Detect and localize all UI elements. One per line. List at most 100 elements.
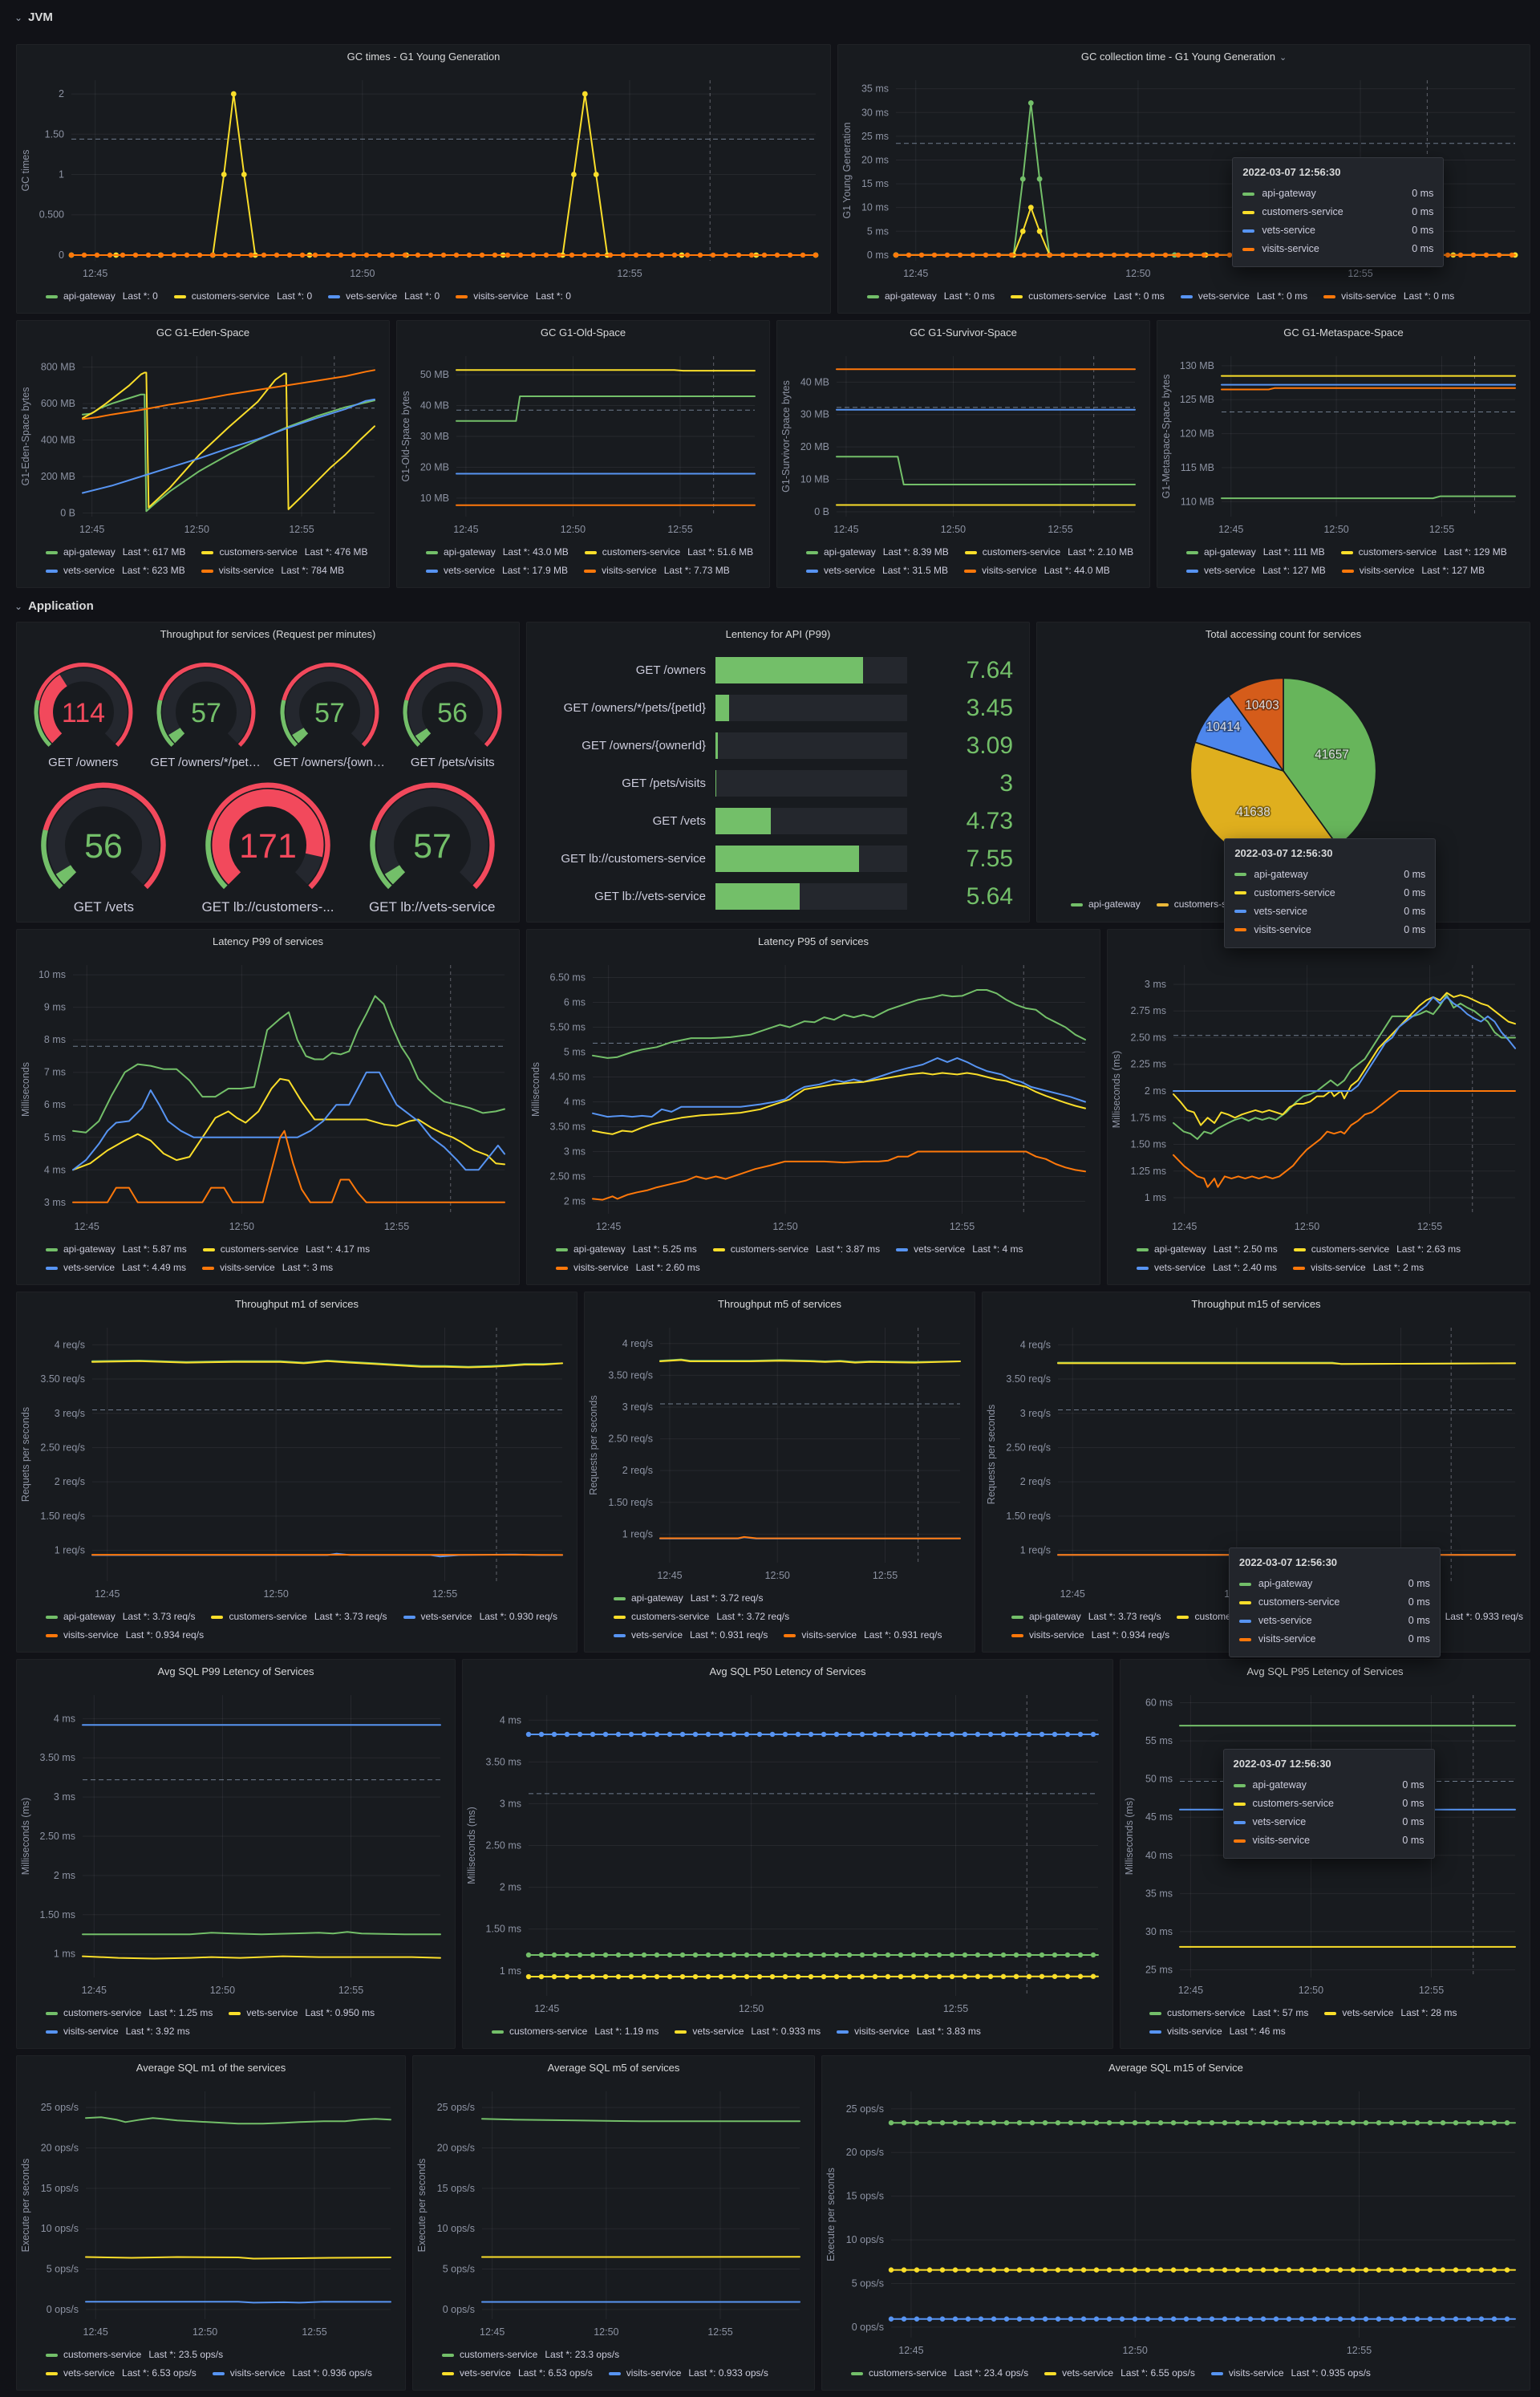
legend-item[interactable]: visits-service Last *: 3 ms [202, 1259, 333, 1277]
legend-item[interactable]: vets-service Last *: 2.40 ms [1137, 1259, 1277, 1277]
legend-item[interactable]: customers-service Last *: 51.6 MB [584, 543, 753, 562]
pie-slice[interactable] [1283, 677, 1377, 847]
legend-item[interactable]: visits-service Last *: 0.936 ops/s [212, 2364, 372, 2383]
legend-item[interactable]: vets-service Last *: 0.933 ms [675, 2022, 821, 2041]
row-header-jvm[interactable]: ⌄ JVM [14, 10, 53, 24]
pie-slice[interactable] [1227, 677, 1284, 773]
panel-title[interactable]: GC G1-Metaspace-Space [1283, 326, 1404, 339]
legend-item[interactable]: visits-service Last *: 2 ms [1293, 1259, 1424, 1277]
legend-item[interactable]: visits-service Last *: 127 MB [1341, 562, 1485, 580]
legend-item[interactable]: visits-service Last *: 0.933 ops/s [608, 2364, 768, 2383]
panel-title[interactable]: Throughput m5 of services [718, 1298, 841, 1310]
panel-title[interactable]: Throughput m1 of services [235, 1298, 359, 1310]
legend-item[interactable]: vets-service Last *: 6.53 ops/s [442, 2364, 593, 2383]
legend-item[interactable]: vets-service Last *: 0.950 ms [229, 2004, 375, 2022]
legend-item[interactable]: customers-service Last *: 0 [173, 287, 312, 306]
legend-item[interactable]: api-gateway Last *: 2.50 ms [1137, 1240, 1278, 1259]
legend-item[interactable]: visits-service Last *: 0.934 req/s [1011, 1626, 1169, 1645]
svg-text:12:50: 12:50 [1123, 2345, 1148, 2356]
legend-item[interactable]: customers-service Last *: 476 MB [201, 543, 368, 562]
row-header-application[interactable]: ⌄ Application [14, 599, 94, 613]
pie-slice[interactable] [1194, 695, 1286, 773]
legend-item[interactable]: api-gateway [1071, 895, 1141, 914]
legend-item[interactable]: api-gateway Last *: 5.25 ms [556, 1240, 697, 1259]
legend-item[interactable]: vets-service Last *: 6.55 ops/s [1044, 2364, 1195, 2383]
legend-item[interactable]: vets-service Last *: 0.930 req/s [403, 1608, 557, 1626]
legend-item[interactable]: customers-service Last *: 0 ms [1011, 287, 1165, 306]
panel-title[interactable]: Avg SQL P99 Letency of Services [157, 1665, 314, 1677]
legend-item[interactable]: vets-service Last *: 4.49 ms [46, 1259, 186, 1277]
legend-item[interactable]: visits-service Last *: 0.934 req/s [46, 1626, 204, 1645]
legend-item[interactable]: customers-service Last *: 4.17 ms [202, 1240, 370, 1259]
legend-item[interactable]: api-gateway Last *: 3.73 req/s [46, 1608, 195, 1626]
legend-item[interactable]: customers-service Last *: 129 MB [1340, 543, 1507, 562]
panel-title[interactable]: Average SQL m1 of the services [136, 2062, 286, 2074]
legend-item[interactable]: customers-service Last *: 23.5 ops/s [46, 2346, 223, 2364]
legend-item[interactable]: api-gateway Last *: 617 MB [46, 543, 185, 562]
legend-item[interactable]: customers-service Last *: 1.19 ms [492, 2022, 659, 2041]
panel-title[interactable]: Total accessing count for services [1205, 628, 1362, 640]
legend-item[interactable]: vets-service Last *: 127 MB [1186, 562, 1326, 580]
legend-item[interactable]: api-gateway Last *: 5.87 ms [46, 1240, 187, 1259]
legend-item[interactable]: visits-service Last *: 44.0 MB [964, 562, 1110, 580]
panel-title[interactable]: GC G1-Old-Space [540, 326, 626, 339]
legend-item[interactable]: vets-service Last *: 17.9 MB [426, 562, 568, 580]
panel-title[interactable]: Average SQL m5 of services [547, 2062, 680, 2074]
panel-menu-chevron-icon[interactable]: ⌄ [1279, 53, 1287, 63]
legend-item[interactable]: api-gateway Last *: 0 ms [867, 287, 995, 306]
legend-item[interactable]: visits-service Last *: 2.60 ms [556, 1259, 700, 1277]
svg-text:3.50 req/s: 3.50 req/s [40, 1373, 85, 1385]
legend-item[interactable]: api-gateway Last *: 3.73 req/s [1011, 1608, 1161, 1626]
legend-item[interactable]: api-gateway Last *: 111 MB [1186, 543, 1325, 562]
series-color-dash-icon [851, 2371, 863, 2375]
panel-title[interactable]: Average SQL m15 of Service [1108, 2062, 1243, 2074]
legend-item[interactable]: vets-service Last *: 31.5 MB [806, 562, 948, 580]
legend-item[interactable]: visits-service Last *: 0.935 ops/s [1210, 2364, 1371, 2383]
legend-item[interactable]: visits-service Last *: 46 ms [1149, 2022, 1286, 2041]
panel-title[interactable]: Latency P95 of services [757, 935, 869, 947]
legend-item[interactable]: api-gateway Last *: 43.0 MB [426, 543, 569, 562]
panel-title[interactable]: Throughput for services (Request per min… [160, 628, 376, 640]
panel-title[interactable]: GC G1-Survivor-Space [910, 326, 1017, 339]
gauge-arc: 57 [280, 663, 379, 748]
panel-title[interactable]: Latency P99 of services [212, 935, 324, 947]
legend-item[interactable]: vets-service Last *: 0.931 req/s [614, 1626, 768, 1645]
legend-item[interactable]: visits-service Last *: 0 ms [1323, 287, 1454, 306]
panel-title[interactable]: GC times - G1 Young Generation [346, 51, 500, 63]
legend-item[interactable]: customers-service Last *: 2.63 ms [1293, 1240, 1461, 1259]
legend-item[interactable]: customers-service Last *: 2.10 MB [964, 543, 1133, 562]
legend-item[interactable]: visits-service Last *: 7.73 MB [584, 562, 730, 580]
legend-item[interactable]: visits-service Last *: 0 [456, 287, 571, 306]
panel-title[interactable]: Lentency for API (P99) [725, 628, 831, 640]
panel-title[interactable]: GC collection time - G1 Young Generation… [1080, 51, 1287, 63]
legend-item[interactable]: api-gateway Last *: 3.72 req/s [614, 1589, 763, 1608]
series-color-dash-icon [46, 1633, 58, 1637]
svg-text:400 MB: 400 MB [41, 435, 75, 446]
legend-item[interactable]: visits-service Last *: 3.83 ms [837, 2022, 981, 2041]
svg-text:12:55: 12:55 [617, 268, 642, 279]
panel-title[interactable]: GC G1-Eden-Space [156, 326, 250, 339]
legend-item[interactable]: vets-service Last *: 28 ms [1324, 2004, 1457, 2022]
legend-item[interactable]: customers-service Last *: 23.3 ops/s [442, 2346, 619, 2364]
legend-item[interactable]: vets-service Last *: 623 MB [46, 562, 185, 580]
panel-title[interactable]: Avg SQL P95 Letency of Services [1246, 1665, 1404, 1677]
panel-title[interactable]: Throughput m15 of services [1191, 1298, 1321, 1310]
legend-item[interactable]: customers-service Last *: 1.25 ms [46, 2004, 213, 2022]
legend-item[interactable]: customers-service Last *: 3.72 req/s [614, 1608, 789, 1626]
legend-item[interactable]: vets-service Last *: 6.53 ops/s [46, 2364, 197, 2383]
legend-item[interactable]: visits-service Last *: 784 MB [201, 562, 344, 580]
legend-item[interactable]: api-gateway Last *: 0 [46, 287, 158, 306]
legend-item[interactable]: vets-service Last *: 0 [328, 287, 440, 306]
legend-item[interactable]: customers-service Last *: 3.87 ms [712, 1240, 880, 1259]
panel-title[interactable]: Avg SQL P50 Letency of Services [709, 1665, 866, 1677]
legend-item[interactable]: vets-service Last *: 4 ms [896, 1240, 1023, 1259]
svg-text:20 MB: 20 MB [800, 441, 829, 452]
legend-item[interactable]: api-gateway Last *: 8.39 MB [806, 543, 949, 562]
legend-item[interactable]: visits-service Last *: 0.931 req/s [784, 1626, 942, 1645]
legend-item[interactable]: vets-service Last *: 0 ms [1180, 287, 1307, 306]
legend-item[interactable]: customers-service Last *: 57 ms [1149, 2004, 1308, 2022]
legend-item[interactable]: visits-service Last *: 3.92 ms [46, 2022, 190, 2041]
svg-text:12:50: 12:50 [594, 2326, 618, 2338]
legend-item[interactable]: customers-service Last *: 23.4 ops/s [851, 2364, 1028, 2383]
